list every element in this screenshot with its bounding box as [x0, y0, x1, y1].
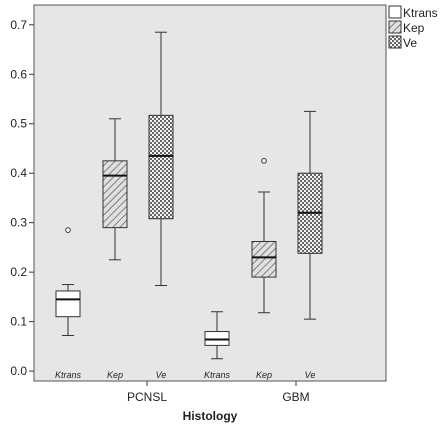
legend-label-ktrans: Ktrans	[403, 6, 438, 20]
legend-swatch-ktrans	[388, 5, 402, 19]
box-iqr	[148, 114, 174, 220]
y-tick-label: 0.6	[10, 67, 27, 81]
x-category-label: PCNSL	[127, 390, 167, 404]
series-label-ktrans: Ktrans	[204, 370, 231, 380]
y-tick-label: 0.4	[10, 166, 27, 180]
series-label-ve: Ve	[305, 370, 316, 380]
series-label-ktrans: Ktrans	[55, 370, 82, 380]
y-tick-label: 0.2	[10, 265, 27, 279]
box-kep-pcnsl	[102, 118, 128, 261]
series-label-kep: Kep	[256, 370, 272, 380]
box-ve-gbm	[297, 110, 323, 320]
box-series-group	[55, 31, 323, 360]
box-ve-pcnsl	[148, 31, 174, 287]
y-tick-label: 0.7	[10, 18, 27, 32]
box-iqr	[55, 290, 81, 318]
legend-label-kep: Kep	[403, 21, 425, 35]
y-tick-label: 0.5	[10, 117, 27, 131]
box-kep-gbm	[251, 158, 277, 314]
legend-swatch-kep	[388, 20, 402, 34]
series-label-kep: Kep	[107, 370, 123, 380]
box-iqr	[251, 240, 277, 278]
box-ktrans-pcnsl	[55, 227, 81, 336]
series-ktrans	[55, 227, 230, 360]
series-kep	[102, 118, 277, 314]
outlier-point	[261, 158, 267, 164]
x-axis-title: Histology	[183, 409, 238, 423]
y-tick-label: 0.0	[10, 364, 27, 378]
x-category-label: GBM	[282, 390, 309, 404]
y-tick-label: 0.1	[10, 315, 27, 329]
plot-area	[33, 4, 387, 382]
legend-label-ve: Ve	[403, 36, 417, 50]
y-axis: 0.0 0.1 0.2 0.3 0.4 0.5 0.6 0.7	[10, 18, 34, 378]
outlier-point	[65, 227, 71, 233]
series-ve	[148, 31, 323, 320]
series-label-ve: Ve	[156, 370, 167, 380]
legend-swatch-ve	[388, 35, 402, 49]
box-ktrans-gbm	[204, 311, 230, 360]
y-tick-label: 0.3	[10, 216, 27, 230]
box-iqr	[102, 160, 128, 229]
x-axis: Ktrans Ktrans Kep Kep Ve Ve PCNSL GBM	[55, 370, 315, 404]
